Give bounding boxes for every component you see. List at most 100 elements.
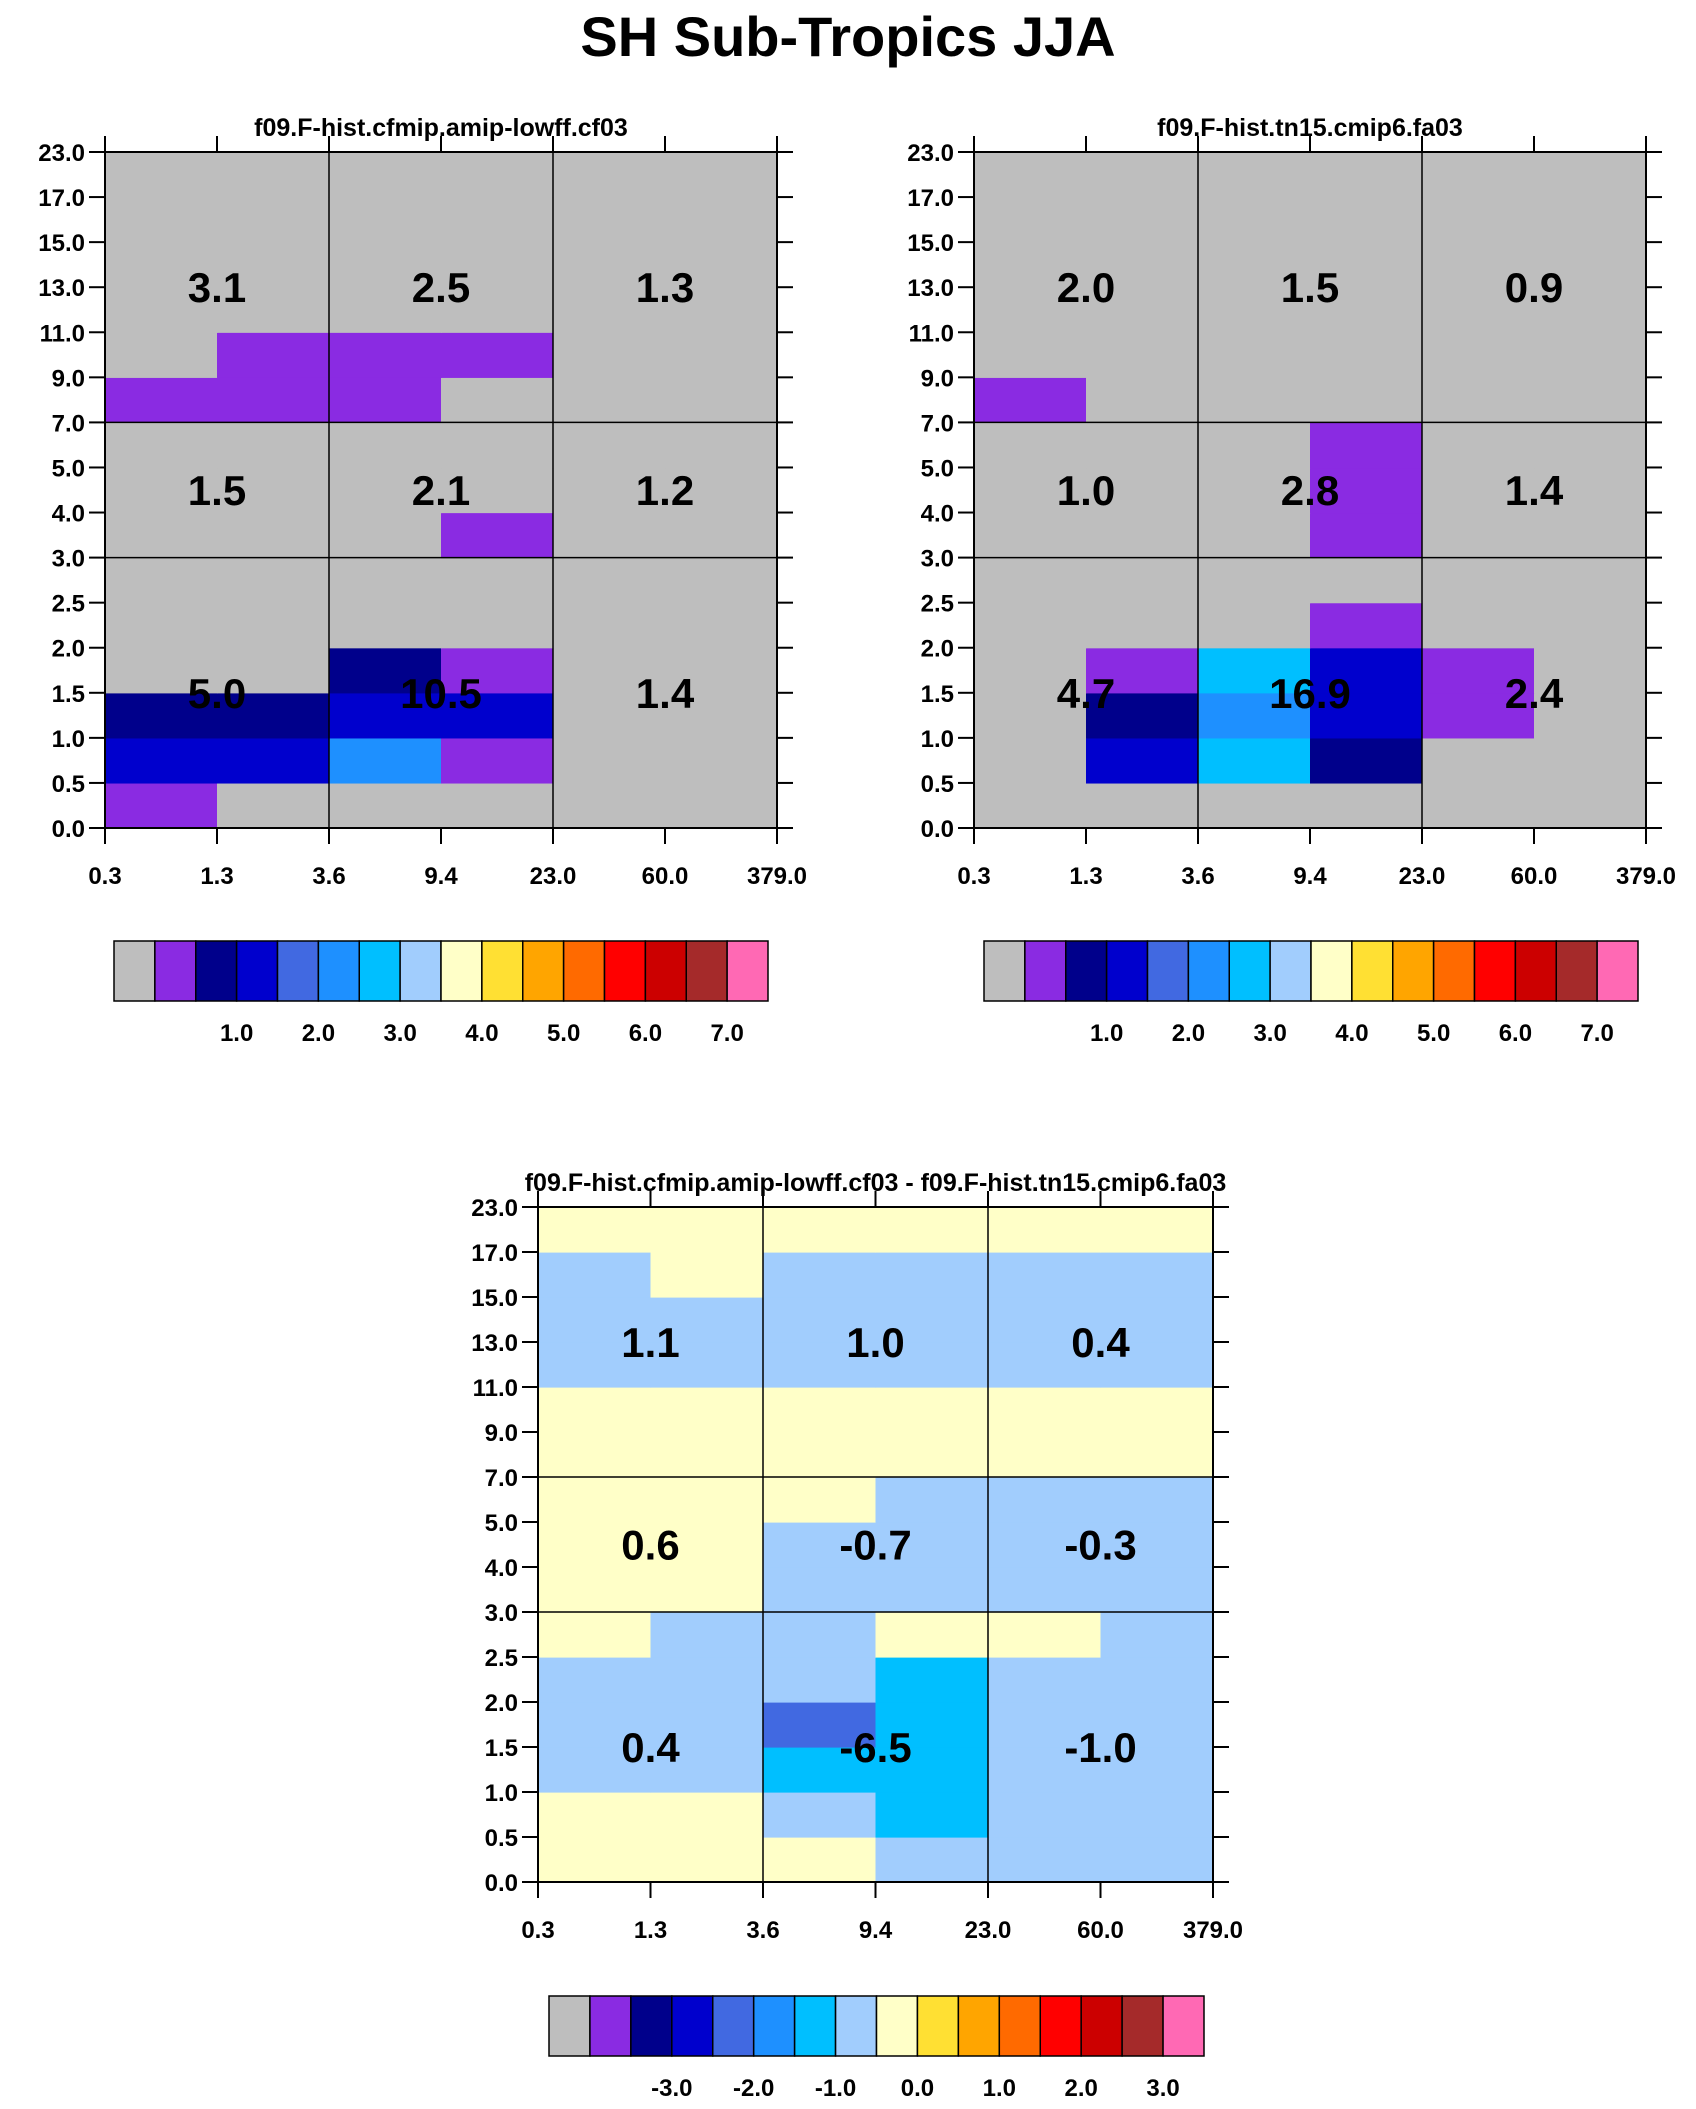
x-tick-label: 0.3: [521, 1917, 554, 1944]
heatmap-cell: [441, 647, 554, 694]
heatmap-cell: [553, 197, 666, 243]
heatmap-cell: [1100, 1387, 1214, 1433]
heatmap-cell: [1100, 1432, 1214, 1478]
heatmap-cell: [105, 467, 218, 514]
legend-swatch: [603, 940, 647, 1002]
heatmap-cell: [875, 1207, 989, 1253]
heatmap-cell: [1100, 1612, 1214, 1658]
heatmap-cell: [553, 242, 666, 288]
y-tick-label: 23.0: [907, 140, 954, 167]
heatmap-cell: [217, 242, 330, 288]
heatmap-cell: [974, 512, 1087, 559]
heatmap-cell: [217, 332, 330, 378]
heatmap-cell: [665, 287, 778, 333]
group-value-label: 2.4: [1505, 670, 1564, 717]
x-tick-label: 3.6: [1181, 863, 1214, 890]
heatmap-cell: [665, 467, 778, 514]
y-tick-label: 0.5: [485, 1825, 518, 1852]
heatmap-cell: [650, 1207, 764, 1253]
heatmap-cell: [875, 1342, 989, 1388]
heatmap-cell: [329, 512, 442, 559]
heatmap-cell: [650, 1837, 764, 1883]
legend-swatch: [562, 940, 606, 1002]
y-tick-label: 17.0: [38, 185, 85, 212]
y-tick-label: 23.0: [38, 140, 85, 167]
legend-swatch: [522, 940, 565, 1002]
legend-swatch: [685, 940, 728, 1002]
heatmap-cell: [1422, 467, 1535, 514]
heatmap-cell: [538, 1387, 652, 1433]
heatmap-cell: [665, 197, 778, 243]
heatmap-cell: [1534, 782, 1647, 829]
y-tick-label: 9.0: [921, 365, 954, 392]
heatmap-cell: [105, 692, 218, 739]
legend-swatch: [1187, 940, 1230, 1002]
legend-swatch: [1146, 940, 1190, 1002]
heatmap-cell: [1100, 1207, 1214, 1253]
x-tick-label: 60.0: [1077, 1917, 1124, 1944]
legend-swatch: [1351, 940, 1394, 1002]
heatmap-cell: [665, 332, 778, 378]
y-tick-label: 2.0: [921, 636, 954, 663]
group-value-label: 1.3: [636, 264, 694, 311]
legend-swatch: [752, 1995, 796, 2057]
x-tick-label: 9.4: [1293, 863, 1327, 890]
legend-swatch: [276, 940, 320, 1002]
heatmap-cell: [1086, 737, 1199, 784]
heatmap-cell: [650, 1522, 764, 1568]
heatmap-cell: [1100, 1792, 1214, 1838]
heatmap-cell: [1100, 1477, 1214, 1523]
legend-swatch: [548, 1995, 591, 2057]
heatmap-cell: [974, 197, 1087, 243]
y-tick-label: 7.0: [52, 410, 85, 437]
heatmap-cell: [1422, 737, 1535, 784]
legend-label: 3.0: [1253, 1020, 1286, 1047]
heatmap-cell: [1310, 782, 1423, 829]
x-tick-label: 23.0: [530, 863, 577, 890]
y-tick-label: 3.0: [485, 1600, 518, 1627]
heatmap-cell: [665, 602, 778, 649]
heatmap-cell: [105, 287, 218, 333]
y-tick-label: 4.0: [485, 1555, 518, 1582]
heatmap-cell: [1534, 602, 1647, 649]
heatmap-cell: [1422, 152, 1535, 198]
heatmap-cell: [329, 242, 442, 288]
heatmap-cell: [1100, 1342, 1214, 1388]
heatmap-cell: [217, 467, 330, 514]
heatmap-cell: [105, 557, 218, 604]
y-tick-label: 2.0: [485, 1690, 518, 1717]
legend-swatch: [983, 940, 1026, 1002]
heatmap-cell: [665, 557, 778, 604]
heatmap-cell: [553, 737, 666, 784]
legend-swatch: [589, 1995, 632, 2057]
legend-label: 2.0: [302, 1020, 335, 1047]
heatmap-cell: [665, 737, 778, 784]
heatmap-cell: [1100, 1657, 1214, 1703]
legend-label: 5.0: [547, 1020, 580, 1047]
heatmap-cell: [1534, 152, 1647, 198]
heatmap-cell: [441, 197, 554, 243]
heatmap-cell: [1086, 152, 1199, 198]
group-value-label: 2.1: [412, 467, 470, 514]
heatmap-cell: [1534, 692, 1647, 739]
heatmap-cell: [665, 152, 778, 198]
heatmap-cell: [763, 1477, 877, 1523]
heatmap-cell: [441, 332, 554, 378]
heatmap-cell: [1198, 692, 1311, 739]
y-tick-label: 3.0: [52, 546, 85, 573]
group-value-label: 4.7: [1057, 670, 1115, 717]
heatmap-cell: [875, 1297, 989, 1343]
group-value-label: 2.5: [412, 264, 470, 311]
legend-colorbar: 1.0 2.0 3.0 4.0 5.0 6.0 7.0: [113, 940, 769, 1047]
legend-label: 4.0: [465, 1020, 498, 1047]
heatmap-cell: [650, 1792, 764, 1838]
heatmap-cell: [105, 512, 218, 559]
heatmap-cell: [650, 1342, 764, 1388]
heatmap-cell: [1198, 152, 1311, 198]
heatmap-cell: [988, 1702, 1102, 1748]
heatmap-cell: [650, 1702, 764, 1748]
heatmap-cell: [329, 197, 442, 243]
legend-swatch: [793, 1995, 837, 2057]
legend-swatch: [1432, 940, 1476, 1002]
heatmap-cell: [1198, 242, 1311, 288]
